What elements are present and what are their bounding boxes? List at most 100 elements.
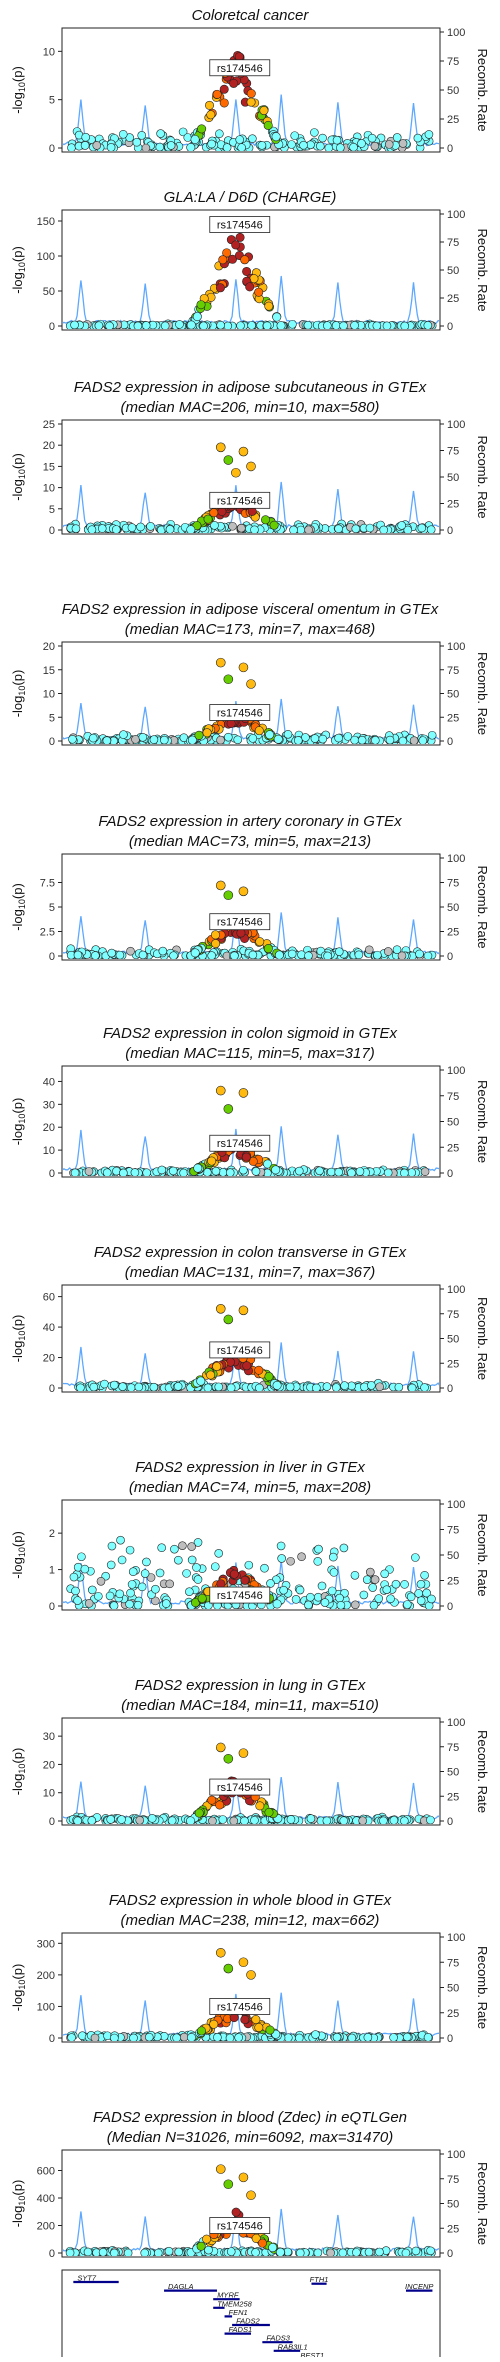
y-tick-label: 20 [43, 1353, 55, 1365]
lead-snp-label: rs174546 [217, 495, 263, 507]
snp-point [357, 139, 366, 148]
panel-title: (median MAC=73, min=5, max=213) [129, 833, 371, 850]
snp-point-high [215, 1742, 226, 1753]
snp-point [283, 2033, 293, 2041]
snp-point [367, 1381, 376, 1390]
snp-point [133, 321, 143, 329]
snp-point [96, 1576, 106, 1586]
r-tick-label: 50 [447, 1983, 459, 1995]
snp-point [179, 1168, 188, 1176]
snp-point [80, 1564, 90, 1574]
snp-point [71, 1586, 80, 1596]
snp-point [357, 735, 367, 744]
r-tick-label: 50 [447, 902, 459, 914]
snp-point [226, 2247, 236, 2256]
snp-point [67, 143, 76, 151]
snp-point [231, 2207, 241, 2217]
snp-point [313, 2248, 323, 2256]
r-tick-label: 50 [447, 472, 459, 484]
y-tick-label: 25 [43, 419, 55, 431]
y-axis-label: -log10(p) [10, 1315, 27, 1363]
snp-point [392, 133, 402, 142]
snp-point [312, 1383, 321, 1391]
panel-1: Coloretcal cancer05100255075100-log10(p)… [10, 7, 490, 155]
snp-point [364, 945, 374, 955]
snp-point [420, 1383, 429, 1391]
snp-point [359, 1590, 369, 1600]
snp-point [369, 1600, 379, 1609]
snp-point [349, 142, 358, 151]
snp-point [314, 1544, 323, 1554]
snp-point-high [223, 2179, 234, 2190]
r-tick-label: 50 [447, 1767, 459, 1779]
snp-point [117, 1555, 127, 1565]
snp-point [65, 2248, 75, 2256]
lead-snp-label-box [209, 1586, 271, 1604]
snp-point [401, 2248, 411, 2256]
snp-point [261, 515, 271, 525]
snp-point [197, 2026, 207, 2036]
snp-point [286, 1815, 296, 1824]
snp-point [110, 2033, 119, 2041]
snp-point [265, 730, 275, 740]
snp-point [107, 948, 116, 958]
y-axis-label-right: Recomb. Rate [475, 1297, 490, 1380]
snp-point [196, 1376, 206, 1386]
snp-point [291, 1595, 301, 1604]
snp-point [106, 143, 116, 151]
snp-point [127, 523, 137, 532]
snp-point [203, 514, 213, 524]
snp-point [251, 2233, 261, 2243]
snp-point [379, 1816, 388, 1824]
y-tick-label: 10 [43, 689, 55, 701]
snp-point [128, 1567, 138, 1577]
snp-point [173, 1382, 183, 1391]
snp-point [251, 2015, 261, 2025]
snp-point [73, 950, 83, 959]
snp-point [264, 1807, 274, 1817]
snp-point [229, 1569, 239, 1579]
r-tick-label: 75 [447, 1742, 459, 1754]
snp-point [318, 133, 327, 143]
r-tick-label: 75 [447, 56, 459, 68]
lead-snp-label-box [209, 913, 271, 931]
snp-point [318, 734, 328, 744]
snp-point [67, 2033, 76, 2041]
snp-point [87, 525, 97, 533]
snp-point [187, 735, 197, 744]
snp-point [351, 1600, 360, 1609]
snp-point [215, 129, 224, 139]
y-axis-label: -log10(p) [10, 66, 27, 114]
snp-point [126, 1588, 135, 1598]
r-tick-label: 100 [447, 2149, 465, 2161]
y-tick-label: 0 [49, 736, 55, 748]
snp-point [147, 1814, 157, 1823]
y-tick-label: 150 [37, 216, 55, 228]
snp-point [194, 1808, 204, 1818]
snp-point [69, 1572, 79, 1582]
snp-point [141, 143, 151, 151]
r-tick-label: 75 [447, 1091, 459, 1103]
snp-point [339, 1816, 349, 1824]
snp-point [406, 1592, 416, 1602]
snp-point [240, 255, 250, 265]
r-tick-label: 75 [447, 878, 459, 890]
snp-point [379, 525, 389, 533]
snp-point [271, 132, 281, 142]
snp-point [109, 1601, 119, 1609]
snp-point [332, 135, 342, 145]
r-tick-label: 100 [447, 209, 465, 221]
snp-point [73, 1816, 82, 1824]
snp-point [186, 143, 196, 151]
snp-point [351, 524, 361, 533]
lead-snp-label-box [209, 59, 271, 77]
snp-point [414, 1589, 424, 1598]
plot-frame [61, 1284, 441, 1393]
snp-point [290, 131, 300, 140]
snp-point [274, 950, 284, 959]
snp-point [295, 2248, 305, 2256]
y-tick-label: 15 [43, 461, 55, 473]
snp-point-high [238, 662, 249, 673]
snp-point [100, 1379, 109, 1389]
r-tick-label: 25 [447, 927, 459, 939]
